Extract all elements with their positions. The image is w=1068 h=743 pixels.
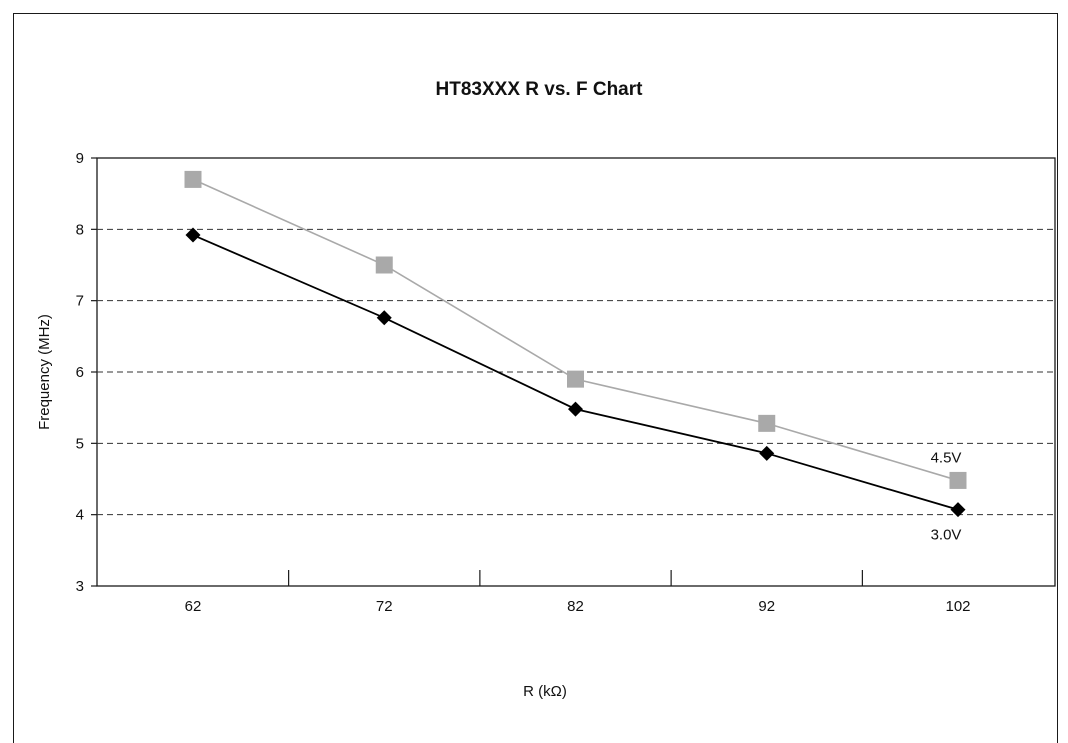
- x-tick-label: 72: [376, 598, 393, 615]
- data-point-3.0V: [376, 310, 392, 326]
- x-axis-label: R (kΩ): [523, 683, 567, 700]
- series-label: 4.5V: [931, 449, 962, 466]
- data-point-4.5V: [758, 414, 776, 432]
- data-point-3.0V: [759, 445, 775, 461]
- y-axis-label: Frequency (MHz): [36, 314, 53, 430]
- series-label: 3.0V: [931, 527, 962, 544]
- y-tick-label: 9: [76, 150, 84, 167]
- data-point-4.5V: [949, 471, 967, 489]
- series-group: 4.5V 3.0V: [184, 170, 967, 544]
- y-tick-label: 3: [76, 578, 84, 595]
- y-tick-label: 5: [76, 435, 84, 452]
- chart-title: HT83XXX R vs. F Chart: [436, 79, 644, 100]
- x-tick-label: 102: [945, 598, 970, 615]
- data-point-3.0V: [950, 502, 966, 518]
- x-tick-label: 92: [758, 598, 775, 615]
- y-tick-label: 8: [76, 221, 84, 238]
- y-tick-label: 6: [76, 364, 84, 381]
- chart-frame: [13, 13, 1058, 743]
- x-axis: 62 72 82 92 102: [185, 570, 971, 615]
- data-point-4.5V: [375, 256, 393, 274]
- series-line-4.5V: [192, 178, 959, 482]
- x-tick-label: 82: [567, 598, 584, 615]
- data-point-4.5V: [184, 170, 202, 188]
- data-point-4.5V: [567, 370, 584, 388]
- y-axis: 3 4 5 6 7 8 9: [76, 150, 97, 595]
- y-tick-label: 7: [76, 293, 84, 310]
- data-point-3.0V: [185, 227, 201, 243]
- y-tick-label: 4: [76, 507, 84, 524]
- x-tick-label: 62: [185, 598, 202, 615]
- data-point-3.0V: [568, 401, 583, 417]
